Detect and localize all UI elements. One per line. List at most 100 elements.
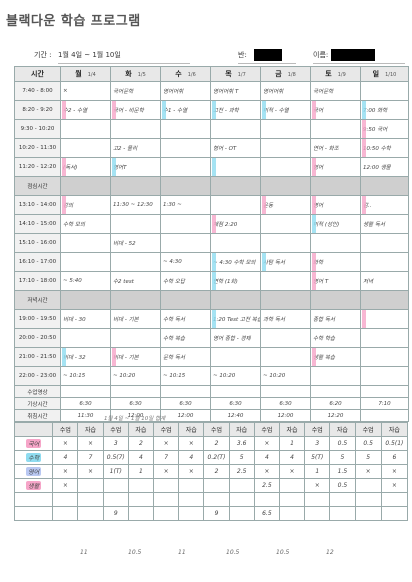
summary-cell: × [253, 436, 280, 451]
highlighter-mark [212, 272, 216, 290]
schedule-cell: 사탐 독서 [260, 252, 311, 272]
day-total: 12 [326, 549, 334, 556]
schedule-cell: 운동 [260, 195, 311, 215]
summary-cell [203, 478, 230, 493]
study-summary-table: 수업 자습 수업 자습 수업 자습 수업 자습 수업 자습 수업 자습 수업 자습 국어 × × 3 2 × × 2 3.6… [13, 422, 409, 521]
summary-cell: 6.5 [253, 506, 280, 521]
schedule-cell: 화학 [310, 252, 361, 272]
schedule-cell: 6:30 [160, 397, 211, 410]
summary-cell [127, 492, 155, 507]
summary-cell [77, 506, 104, 521]
time-slot-label: 7:40 - 8:00 [14, 81, 61, 101]
summary-cell: 0.5 [354, 436, 382, 451]
time-slot-label: 기상시간 [14, 397, 61, 410]
schedule-cell [260, 119, 311, 139]
summary-cell [380, 492, 409, 507]
schedule-cell: 영어 T [310, 271, 361, 291]
day-column-header: 월 1/4 [60, 66, 111, 82]
highlighter-mark [112, 101, 116, 119]
summary-cell: 4 [52, 450, 79, 465]
day-column-header: 화 1/5 [110, 66, 161, 82]
summary-cell: × [278, 464, 306, 479]
summary-cell: 5(T) [304, 450, 331, 465]
schedule-row: 20:00 - 20:50 수학 복습 영어 종합 - 경제 수학 학습 [14, 328, 409, 348]
schedule-cell [260, 157, 311, 177]
schedule-cell: 국어 [310, 100, 361, 120]
highlighter-mark [162, 101, 166, 119]
schedule-cell [110, 328, 161, 348]
highlighter-mark [212, 253, 216, 271]
summary-cell: × [153, 436, 180, 451]
schedule-cell: ~ 10:15 [60, 366, 111, 386]
subject-label [13, 506, 54, 521]
schedule-cell [160, 138, 211, 158]
summary-cell: × [304, 478, 331, 493]
schedule-cell [160, 157, 211, 177]
summary-header-row: 수업 자습 수업 자습 수업 자습 수업 자습 수업 자습 수업 자습 수업 자습 [13, 422, 409, 437]
schedule-row: 기상시간 6:30 6:30 6:30 6:30 6:30 6:20 7:10 [14, 397, 409, 410]
highlighter-mark [362, 310, 366, 328]
highlighter-mark [212, 158, 216, 176]
summary-cell: 9 [203, 506, 230, 521]
summary-header-cell: 자습 [380, 422, 409, 437]
day-date: 1/8 [287, 72, 296, 78]
schedule-cell [260, 233, 311, 253]
summary-cell: × [253, 464, 280, 479]
schedule-row: 17:10 - 18:00 ~ 5:40 수2 test 수학 오답 연학 (1회) 영어… [14, 271, 409, 291]
time-slot-label: 21:00 - 21:50 [14, 347, 61, 367]
schedule-cell: 7:00 화학 [360, 100, 409, 120]
schedule-cell: 미적 - 수열 [260, 100, 311, 120]
summary-cell: 3 [102, 436, 129, 451]
schedule-cell: ~ 10:20 [260, 366, 311, 386]
schedule-cell [310, 385, 361, 398]
schedule-cell [360, 385, 409, 398]
schedule-cell: 국어 - 비문학 [110, 100, 161, 120]
day-date: 1/9 [337, 72, 346, 78]
summary-cell: × [52, 478, 79, 493]
day-date: 1/10 [385, 72, 397, 78]
class-underline [238, 63, 296, 64]
time-slot-label: 22:00 - 23:00 [14, 366, 61, 386]
day-date: 1/7 [237, 72, 246, 78]
schedule-cell: ~ 10:20 [110, 366, 161, 386]
summary-cell [329, 506, 356, 521]
name-underline [313, 63, 405, 64]
summary-cell: 0.2(T) [203, 450, 230, 465]
summary-cell: × [153, 464, 180, 479]
day-date: 1/5 [137, 72, 146, 78]
day-total: 10.5 [226, 549, 240, 556]
subject-label: 생활 [13, 478, 54, 493]
schedule-cell: 12:20 [310, 409, 361, 422]
schedule-cell [110, 290, 161, 310]
summary-cell: 1 [127, 464, 155, 479]
summary-cell [278, 506, 306, 521]
summary-cell: × [354, 464, 382, 479]
highlighter-mark [212, 215, 216, 233]
schedule-cell: 영어어휘 [260, 81, 311, 101]
schedule-cell: 6:30 [110, 397, 161, 410]
summary-cell [52, 506, 79, 521]
summary-row: 9 9 6.5 [13, 506, 409, 521]
time-slot-label: 수업영상 [14, 385, 61, 398]
schedule-cell [360, 328, 409, 348]
schedule-cell: 비대 - 32 [60, 347, 111, 367]
highlighter-mark [362, 101, 366, 119]
schedule-row: 15:10 - 16:00 비대 - 52 [14, 233, 409, 253]
redacted-class [254, 49, 282, 61]
schedule-row: 10:20 - 11:30 고2 - 물리 형어 - OT 연어 - 화조 10:50 … [14, 138, 409, 158]
schedule-cell: 12:40 [210, 409, 261, 422]
highlighter-mark [312, 348, 316, 366]
summary-cell [304, 506, 331, 521]
time-slot-label: 20:00 - 20:50 [14, 328, 61, 348]
summary-cell: × [178, 436, 205, 451]
schedule-cell [110, 119, 161, 139]
highlighter-mark [112, 348, 116, 366]
schedule-row: 취침시간 11:30 12:00 12:00 12:40 12:00 12:20 [14, 409, 409, 422]
highlighter-mark [262, 196, 266, 214]
summary-cell: 2 [203, 436, 230, 451]
highlighter-mark [362, 120, 366, 138]
day-total: 10.5 [128, 549, 142, 556]
time-column-header: 시간 [14, 66, 61, 82]
day-column-header: 금 1/8 [260, 66, 311, 82]
summary-header-cell: 수업 [203, 422, 230, 437]
